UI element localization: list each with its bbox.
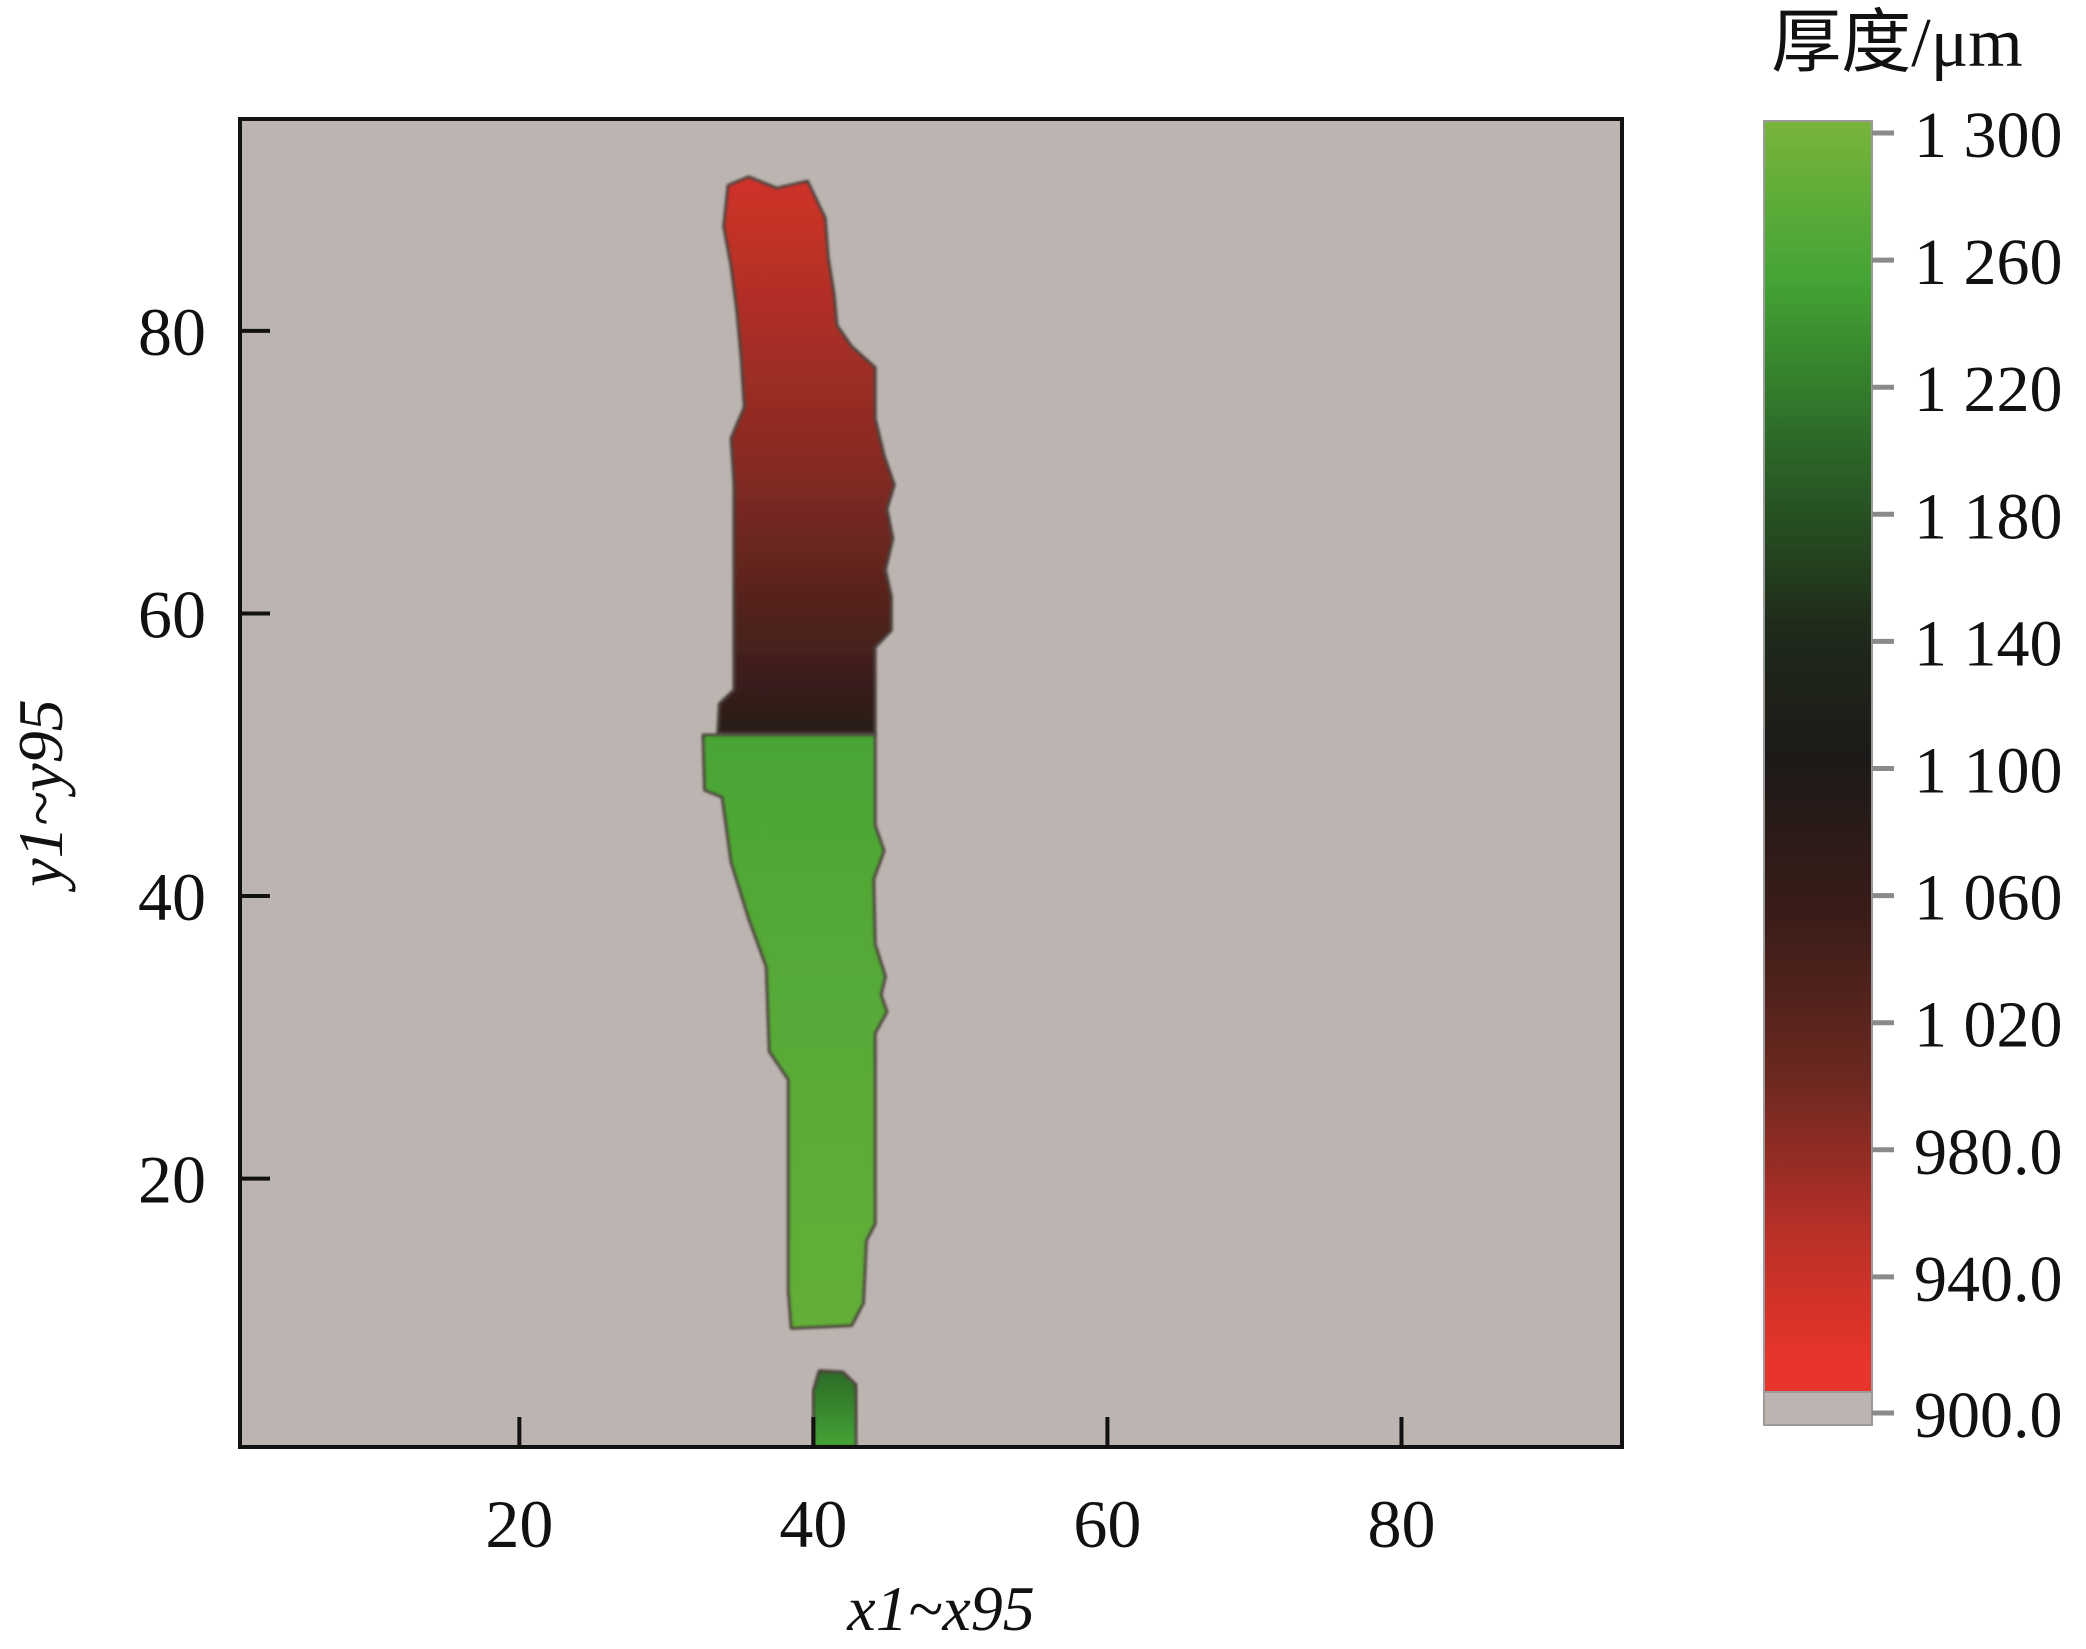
x-tick-label: 60 (1073, 1486, 1141, 1562)
x-tick-label: 40 (779, 1486, 847, 1562)
y-tick-label: 60 (138, 576, 206, 652)
colorbar-tick-label: 1 300 (1914, 99, 2063, 172)
colorbar-tick-label: 1 020 (1914, 989, 2063, 1062)
region-bottom-fragment (811, 1369, 858, 1447)
y-tick-label: 20 (138, 1142, 206, 1218)
colorbar-underflow-swatch (1763, 1391, 1873, 1426)
colorbar-tick-label: 1 220 (1914, 353, 2063, 426)
x-axis-ticks: 20 40 60 80 (485, 1417, 1435, 1562)
colorbar-ticks: 1 300 1 260 1 220 1 180 1 140 1 100 1 060 1 020… (1872, 99, 2063, 1452)
colorbar-tick-label: 1 140 (1914, 607, 2063, 680)
region-lower (701, 733, 889, 1330)
colorbar-tick-label: 1 180 (1914, 480, 2063, 553)
colorbar-tick-label: 900.0 (1914, 1379, 2063, 1452)
x-tick-label: 20 (485, 1486, 553, 1562)
colorbar-tick-label: 980.0 (1914, 1116, 2063, 1189)
colorbar-tick-label: 940.0 (1914, 1243, 2063, 1316)
colorbar-title: 厚度/μm (1771, 5, 2022, 82)
colorbar-tick-label: 1 260 (1914, 226, 2063, 299)
colorbar-tick-label: 1 100 (1914, 735, 2063, 808)
plot-frame (238, 117, 1624, 1449)
thickness-regions (701, 175, 896, 1447)
y-axis-label: y1~y95 (5, 699, 76, 892)
y-axis-ticks: 20 40 60 80 (138, 294, 270, 1218)
colorbar-tick-label: 1 060 (1914, 862, 2063, 935)
region-upper (716, 175, 896, 736)
y-tick-label: 40 (138, 859, 206, 935)
colorbar-gradient (1763, 120, 1873, 1393)
y-tick-label: 80 (138, 294, 206, 370)
x-tick-label: 80 (1367, 1486, 1435, 1562)
x-axis-label: x1~x95 (846, 1573, 1034, 1644)
plot-background (240, 119, 1622, 1447)
